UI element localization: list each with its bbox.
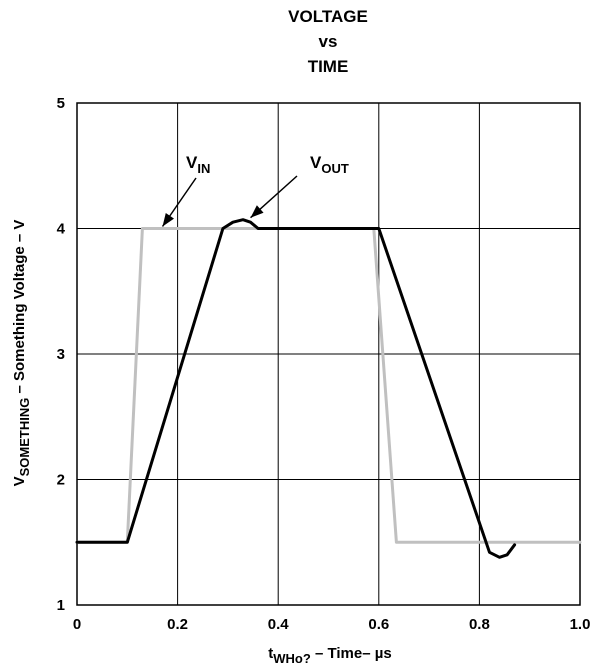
y-axis-label-rest: – Something Voltage – V	[11, 220, 28, 398]
x-tick-label-5: 1.0	[570, 616, 591, 633]
series-line-vin	[75, 227, 582, 544]
y-axis-label-sub: SOMETHING	[17, 398, 32, 477]
y-tick-label-1: 2	[57, 472, 65, 489]
tick-labels: 0 0.2 0.4 0.6 0.8 1.0 1 2 3 4 5	[57, 95, 591, 633]
annotation-arrowhead-1	[250, 205, 264, 218]
x-axis-label-main: t	[268, 645, 273, 662]
x-tick-label-3: 0.6	[368, 616, 389, 633]
y-tick-label-0: 1	[57, 597, 65, 614]
chart-title-line-3: TIME	[308, 57, 349, 76]
y-tick-label-3: 4	[57, 221, 66, 238]
x-tick-label-1: 0.2	[167, 616, 188, 633]
annotation-label-in: VIN	[186, 153, 210, 176]
chart-title-line-1: VOLTAGE	[288, 7, 368, 26]
annotation-label-sub-0: IN	[197, 161, 210, 176]
annotation-label-main-1: V	[310, 153, 322, 172]
x-tick-label-4: 0.8	[469, 616, 490, 633]
annotation-arrowhead-0	[162, 212, 175, 227]
y-axis-label: VSOMETHING – Something Voltage – V	[11, 220, 32, 487]
y-tick-label-2: 3	[57, 346, 65, 363]
y-tick-label-4: 5	[57, 95, 65, 112]
annotations: VIN VOUT	[161, 153, 349, 227]
x-axis-label-rest: – Time– µs	[311, 645, 392, 662]
plot-frame	[76, 102, 581, 606]
x-axis-label: tWHo? – Time– µs	[268, 645, 391, 666]
x-tick-label-0: 0	[73, 616, 81, 633]
grid-lines	[76, 102, 581, 606]
series-line-vout	[75, 218, 517, 559]
x-tick-label-2: 0.4	[268, 616, 290, 633]
y-axis-label-main: V	[11, 476, 28, 486]
annotation-label-sub-1: OUT	[321, 161, 349, 176]
chart-title-line-2: vs	[319, 32, 338, 51]
annotation-label-out: VOUT	[310, 153, 349, 176]
annotation-label-main-0: V	[186, 153, 198, 172]
x-axis-label-sub: WHo?	[273, 651, 311, 666]
series-lines	[75, 218, 582, 559]
